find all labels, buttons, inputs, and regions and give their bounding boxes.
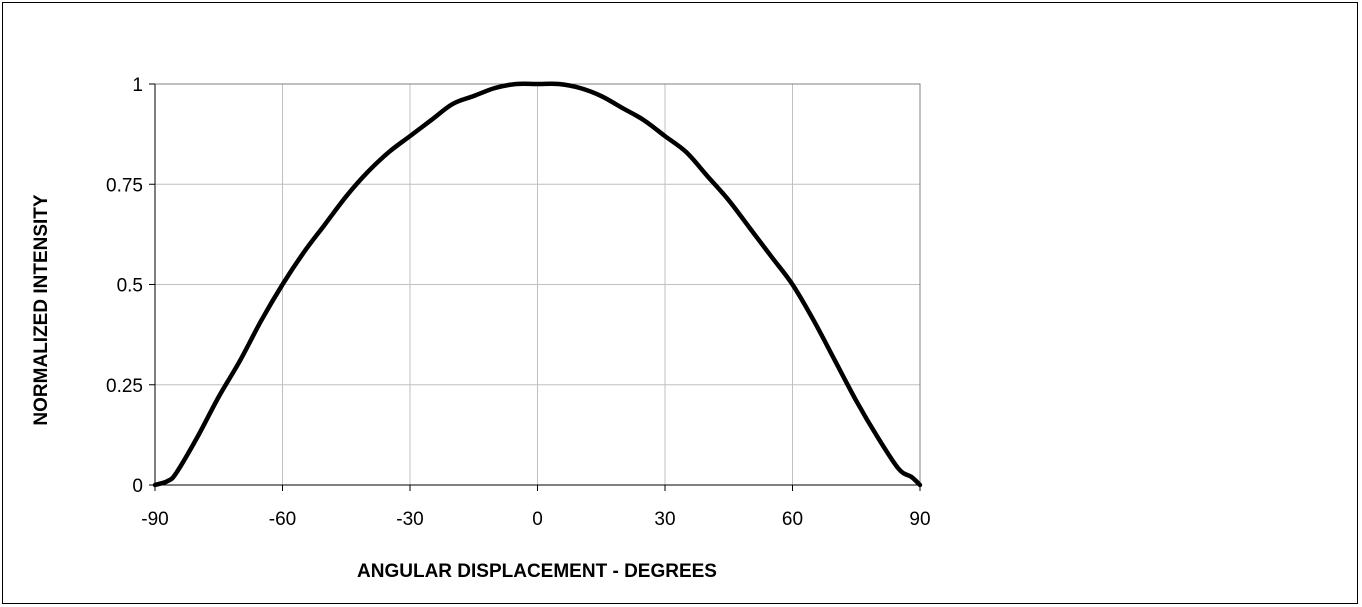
x-tick-label: 90	[909, 509, 930, 530]
x-tick-label: 30	[654, 509, 675, 530]
x-tick-label: 0	[532, 509, 543, 530]
x-tick-label: -90	[141, 509, 168, 530]
x-tick-label: 60	[782, 509, 803, 530]
x-tick-label: -60	[269, 509, 296, 530]
x-tick-label: -30	[396, 509, 423, 530]
y-tick-label: 0.5	[117, 276, 143, 297]
label-layer: -90 -60 -30 0 30 60 90 0 0.25 0.5 0.75 1	[106, 75, 931, 530]
y-tick-label: 1	[132, 75, 143, 96]
axis-layer	[149, 84, 920, 491]
y-tick-label: 0.25	[106, 376, 143, 397]
y-tick-label: 0.75	[106, 175, 143, 196]
y-tick-label: 0	[132, 476, 143, 497]
grid-layer	[155, 84, 920, 485]
y-axis-title: NORMALIZED INTENSITY	[31, 194, 52, 425]
x-axis-title: ANGULAR DISPLACEMENT - DEGREES	[357, 561, 717, 582]
